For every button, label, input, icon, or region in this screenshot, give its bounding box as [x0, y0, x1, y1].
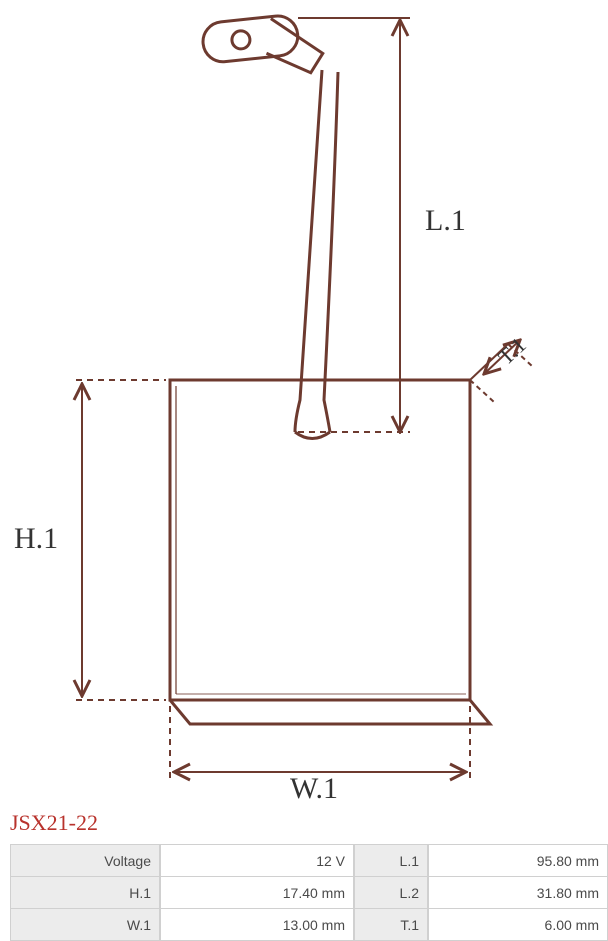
spec-value: 13.00 mm [160, 908, 354, 941]
dim-label-w1: W.1 [290, 772, 338, 805]
spec-label: L.1 [354, 844, 428, 877]
spec-label: Voltage [10, 844, 160, 877]
technical-diagram: L.1 H.1 W.1 T.1 [0, 0, 608, 810]
spec-table: Voltage H.1 W.1 12 V 17.40 mm 13.00 mm L… [10, 844, 608, 941]
dim-label-l1: L.1 [425, 204, 466, 237]
spec-value: 6.00 mm [428, 908, 608, 941]
dim-label-h1: H.1 [14, 522, 58, 555]
brush-drawing: L.1 H.1 W.1 T.1 [0, 0, 608, 810]
spec-label: T.1 [354, 908, 428, 941]
spec-value: 17.40 mm [160, 876, 354, 909]
spec-label: L.2 [354, 876, 428, 909]
product-title: JSX21-22 [10, 810, 608, 836]
spec-value: 12 V [160, 844, 354, 877]
spec-value: 95.80 mm [428, 844, 608, 877]
spec-label: H.1 [10, 876, 160, 909]
spec-label: W.1 [10, 908, 160, 941]
spec-value: 31.80 mm [428, 876, 608, 909]
dim-label-t1: T.1 [493, 332, 531, 370]
